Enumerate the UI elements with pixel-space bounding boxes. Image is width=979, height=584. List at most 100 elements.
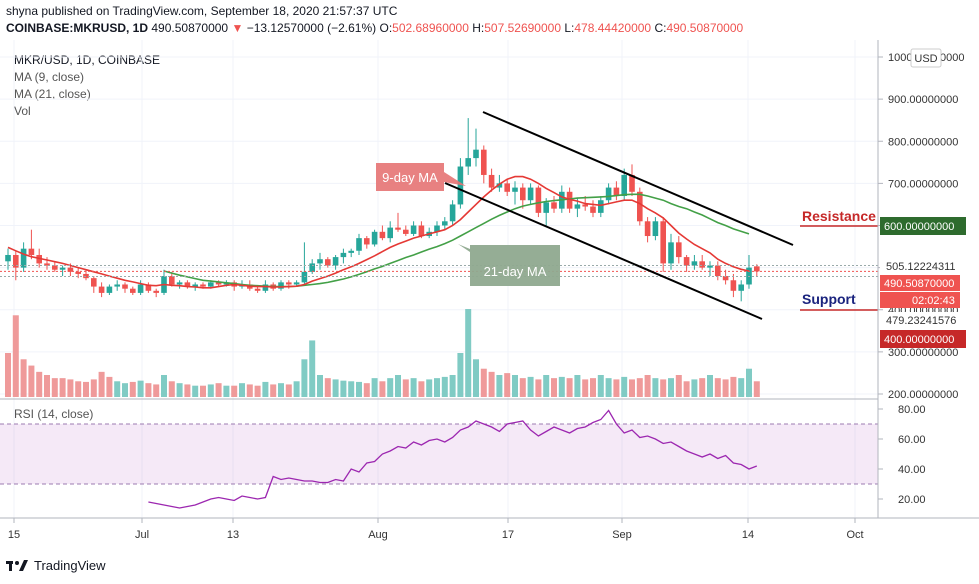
label-low: 479.23241576 [886,315,956,327]
channel-upper-line[interactable] [482,111,794,246]
volume-bar [441,376,448,397]
volume-bar [12,315,19,397]
label-resistance-price: 600.00000000 [884,221,954,233]
volume-bar [36,371,43,397]
low-label: L: [564,21,575,35]
volume-bar [605,378,612,397]
candle-body [520,187,526,201]
volume-bar [285,384,292,397]
volume-bar [44,375,50,397]
legend-ma21[interactable]: MA (21, close) [14,87,91,101]
volume-bar [324,378,331,397]
volume-bar [418,381,425,397]
candle-body [169,276,175,285]
volume-bar [192,385,199,397]
close-value: 490.50870000 [666,21,744,35]
ma21-callout: 21-day MA [458,244,560,286]
time-axis[interactable]: 15 Jul 13 Aug 17 Sep 14 Oct [8,518,864,541]
open-value: 502.68960000 [392,21,469,35]
volume-bar [122,383,128,397]
volume-bar [449,375,456,397]
candle-body [691,261,698,266]
rsi-tick-label: 20.00 [898,494,926,506]
volume-bar [106,376,113,397]
volume-bar [387,378,394,397]
published-line: shyna published on TradingView.com, Sept… [6,4,398,18]
drawings: Resistance Support 9-day MA 21-day MA [376,111,878,320]
candle-body [286,282,292,285]
volume-bar [161,375,167,397]
currency-badge[interactable]: USD [910,48,942,68]
volume-bar [543,375,550,397]
rsi-pane [0,409,878,509]
volume-bar [246,384,253,397]
volume-bar [75,381,82,397]
footer-brand[interactable]: TradingView [6,557,106,573]
label-400: 400.00000000 [884,334,954,346]
volume-bar [51,378,58,397]
candle-body [668,242,674,264]
time-tick-label: Jul [135,529,149,541]
candle-body [449,204,456,222]
label-high: 505.12224311 [886,261,956,273]
high-value: 507.52690000 [484,21,561,35]
candle-body [457,166,464,205]
currency-label: USD [914,53,937,65]
volume-bar [613,379,620,397]
change-value: −13.12570000 (−2.61%) [246,21,377,35]
candle-body [434,225,440,232]
candle-body [496,183,503,188]
candle-body [699,261,705,268]
candle-body [145,284,152,291]
volume-bar [636,378,643,397]
candle-body [488,174,495,188]
volume-bar [28,365,35,397]
resistance-label: Resistance [802,208,876,224]
candle-body [473,149,479,159]
candle-body [543,202,549,213]
volume-bar [753,381,760,397]
volume-bar [582,379,589,397]
volume-bar [434,378,440,397]
candle-body [278,282,284,289]
candle-body [613,187,620,197]
support-label: Support [802,291,856,307]
volume-bar [473,359,479,397]
rsi-legend[interactable]: RSI (14, close) [14,407,93,421]
volume-bar [293,381,300,397]
volume-bar [519,378,526,397]
rsi-axis[interactable]: 80.00 60.00 40.00 20.00 [878,404,926,506]
volume-bar [683,381,690,397]
symbol-label: COINBASE:MKRUSD, 1D [6,21,149,35]
volume-bar [629,379,635,397]
legend-vol[interactable]: Vol [14,104,31,118]
candle-body [262,284,269,291]
candle-body [652,221,659,237]
candle-body [371,231,378,245]
volume-bar [457,353,464,397]
ma9-callout: 9-day MA [376,163,466,191]
volume-bar [356,381,362,397]
price-tick-label: 200.00000000 [888,389,958,401]
candle-body [98,286,105,293]
candle-body [208,282,214,287]
candle-body [137,284,144,293]
volume-bars [5,309,760,397]
candle-body [340,252,347,258]
volume-bar [176,383,183,397]
volume-bar [675,375,682,397]
candle-body [254,288,261,291]
volume-bar [83,381,89,397]
candle-body [130,288,136,293]
volume-bar [278,383,284,397]
volume-bar [722,379,729,397]
candle-body [629,174,635,192]
channel-lower-line[interactable] [444,182,763,320]
candle-body [551,202,557,209]
ohlc-line: COINBASE:MKRUSD, 1D 490.50870000 ▼ −13.1… [6,21,743,35]
legend-ma9[interactable]: MA (9, close) [14,70,85,84]
candle-body [348,250,354,253]
moving-averages [0,175,878,289]
candle-body [59,267,66,270]
